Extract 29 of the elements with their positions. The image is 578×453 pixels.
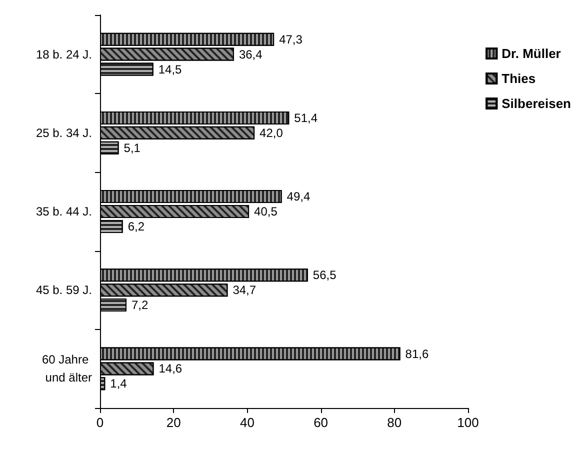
x-tick-label: 100 [457, 415, 479, 430]
y-tick-label: 45 b. 59 J. [36, 283, 92, 298]
data-label: 7,2 [131, 298, 149, 312]
x-tick-label: 20 [166, 415, 181, 430]
data-label: 34,7 [232, 283, 256, 298]
data-label: 51,4 [294, 110, 318, 125]
data-label: 81,6 [405, 346, 429, 361]
y-tick-label: 35 b. 44 J. [36, 204, 92, 218]
data-label: 56,5 [312, 268, 337, 282]
data-label: 1,4 [110, 376, 128, 391]
data-label: 14,5 [158, 62, 182, 76]
data-label: 36,4 [238, 47, 263, 62]
x-tick-label: 0 [96, 415, 104, 430]
y-tick-label: 25 b. 34 J. [36, 126, 92, 140]
data-label: 47,3 [279, 32, 303, 46]
data-label: 14,6 [158, 362, 182, 376]
x-tick-label: 80 [387, 415, 402, 430]
x-tick-label: 40 [240, 415, 254, 430]
legend-label: Thies [502, 71, 536, 86]
y-tick-label: 60 Jahre und älter [42, 352, 92, 385]
legend-label: Silbereisen [502, 96, 572, 111]
data-label: 40,5 [254, 204, 278, 218]
data-label: 49,4 [286, 190, 310, 204]
data-label: 6,2 [128, 219, 145, 234]
legend-label: Dr. Müller [502, 46, 561, 61]
x-tick-label: 60 [314, 415, 328, 430]
data-label: 42,0 [260, 126, 284, 140]
data-label: 5,1 [124, 140, 141, 155]
y-tick-label: 18 b. 24 J. [36, 47, 92, 62]
